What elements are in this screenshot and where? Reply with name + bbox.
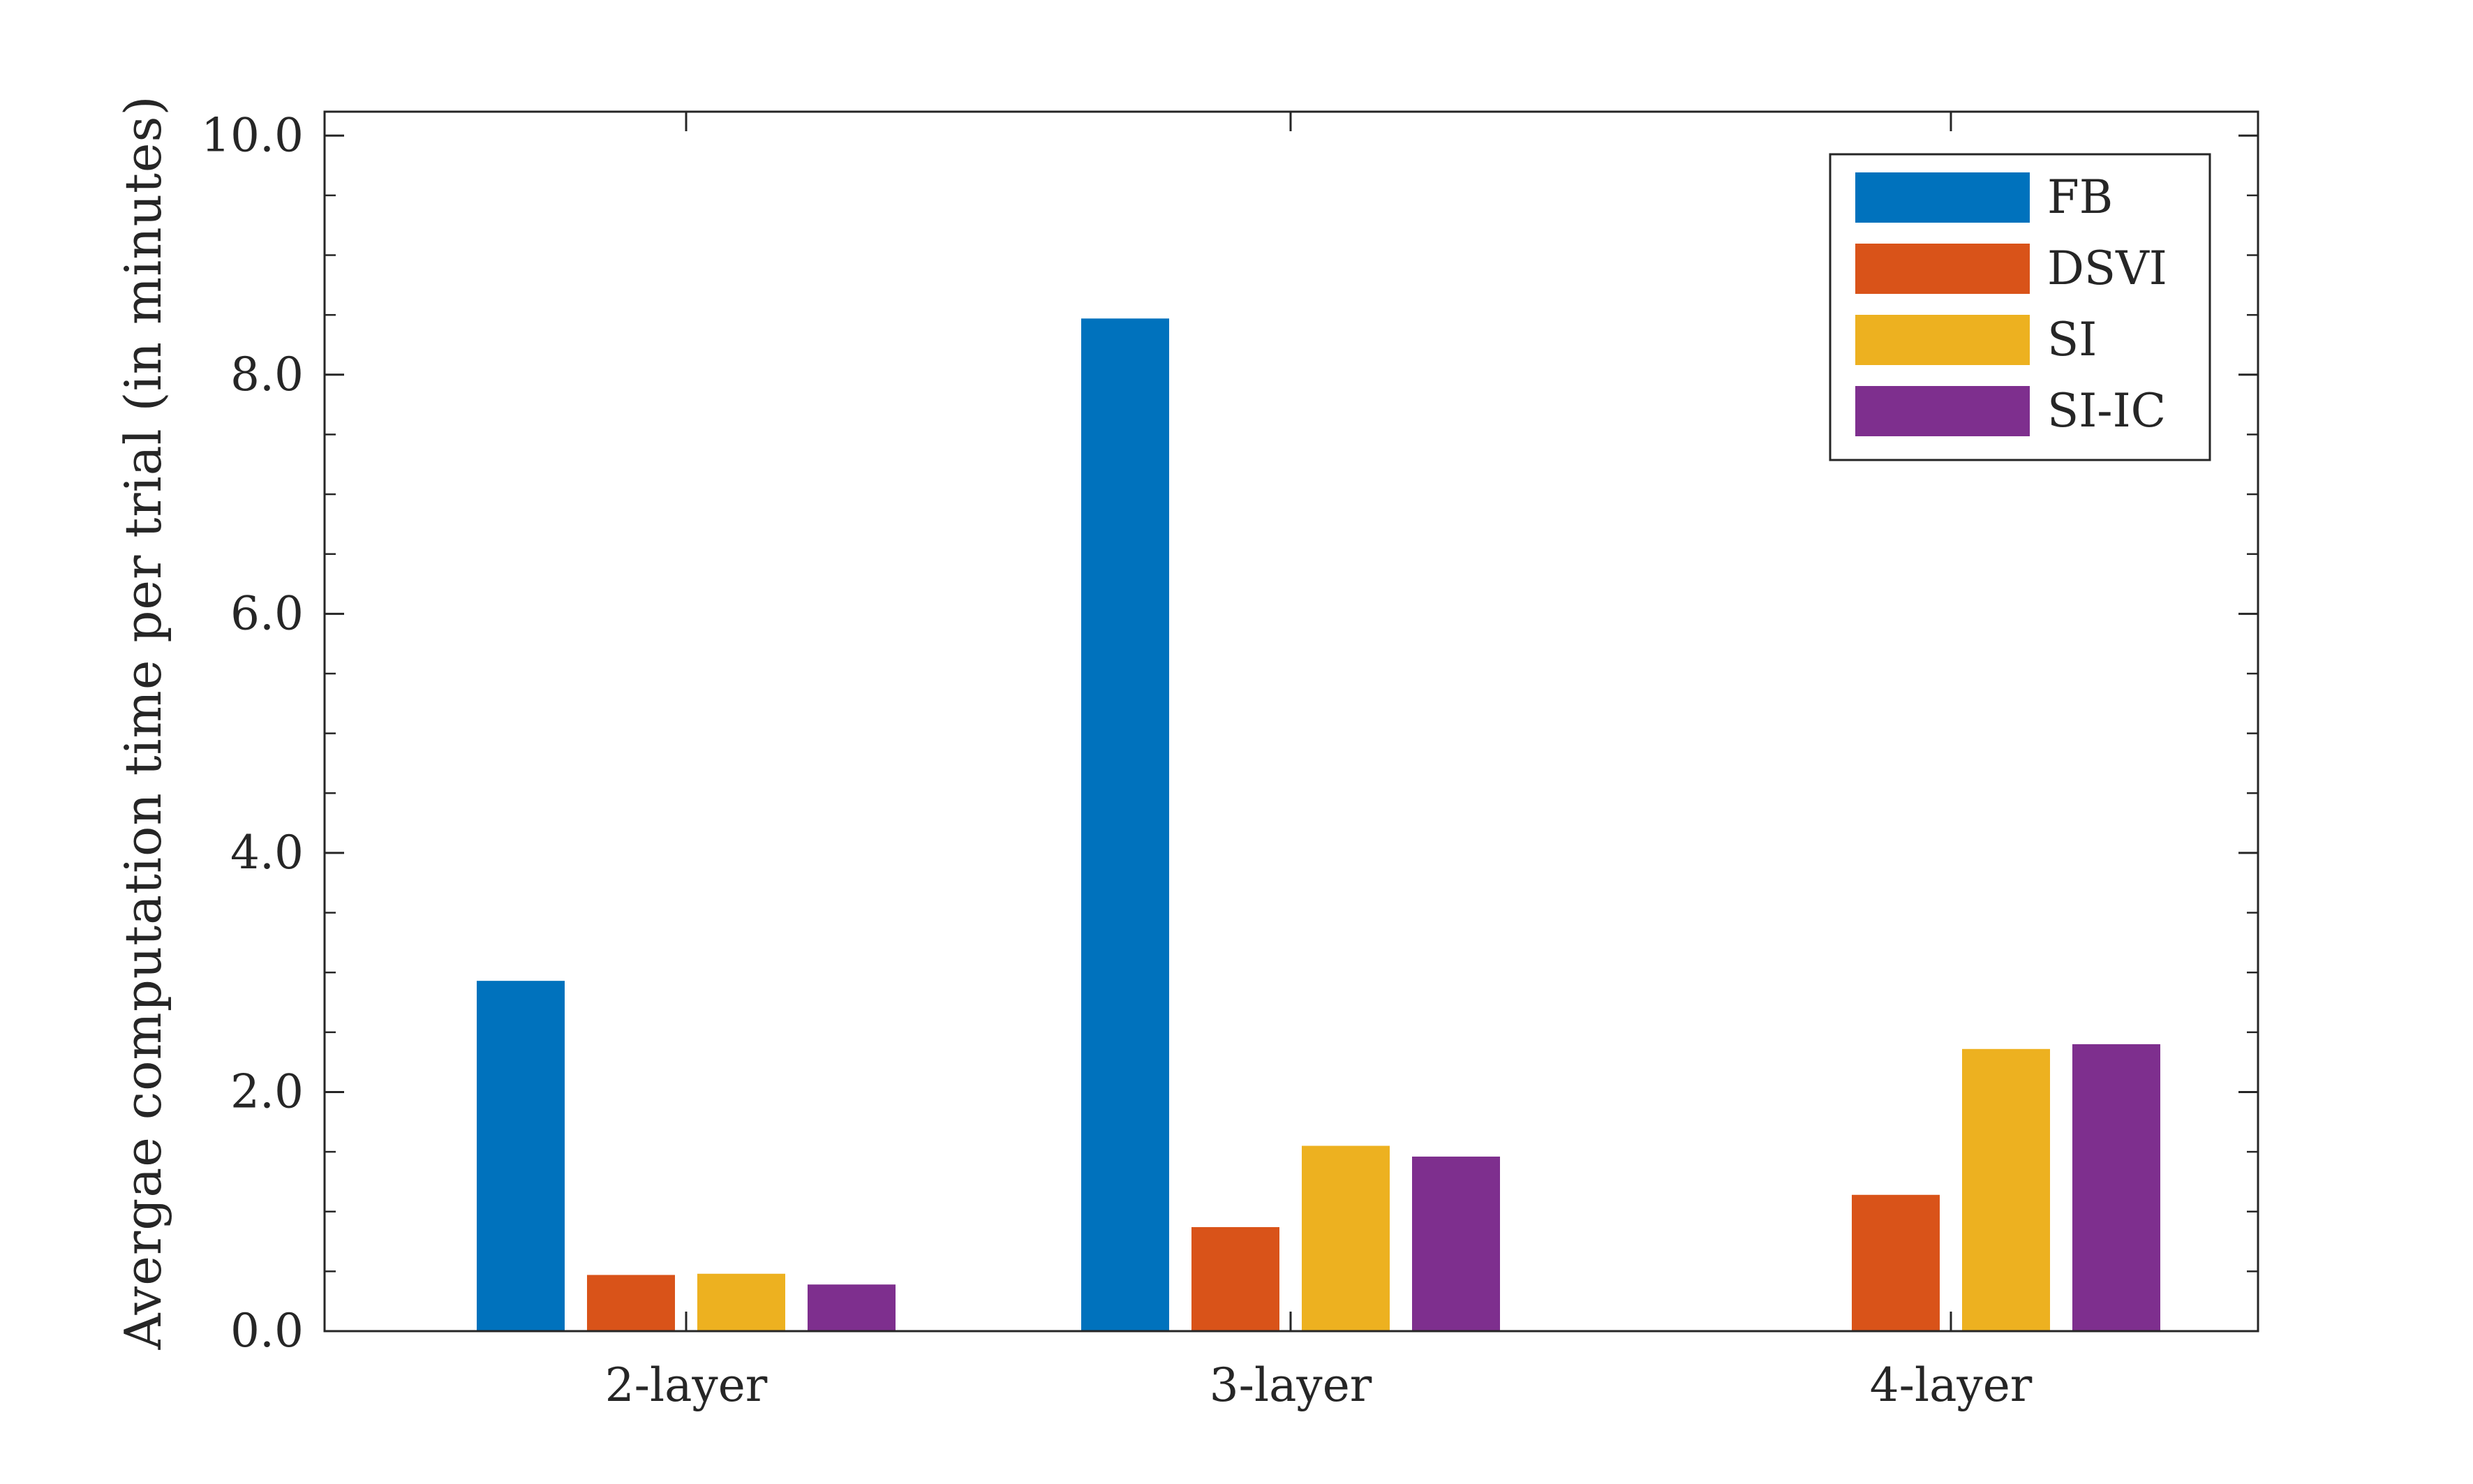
x-tick-labels: 2-layer 3-layer 4-layer	[605, 1358, 2033, 1412]
y-tick-label: 4.0	[230, 826, 304, 880]
bar-si-ic-2-layer	[808, 1284, 896, 1331]
y-tick-label: 6.0	[230, 586, 304, 640]
legend-label-si: SI	[2047, 313, 2097, 366]
minor-ticks	[325, 194, 2258, 1272]
y-tick-labels: 0.0 2.0 4.0 6.0 8.0 10.0	[201, 108, 304, 1358]
legend-swatch-dsvi	[1855, 244, 2030, 294]
x-tick-label: 3-layer	[1210, 1358, 1372, 1412]
legend-swatch-si-ic	[1855, 386, 2030, 436]
bar-si-3-layer	[1302, 1145, 1390, 1331]
bar-si-ic-3-layer	[1412, 1156, 1500, 1331]
y-tick-label: 2.0	[230, 1064, 304, 1118]
bar-fb-3-layer	[1081, 318, 1169, 1331]
legend-swatch-fb	[1855, 172, 2030, 223]
x-tick-label: 4-layer	[1870, 1358, 2033, 1412]
bar-si-2-layer	[697, 1273, 785, 1331]
y-axis-title: Avergae computation time per trial (in m…	[114, 95, 172, 1350]
plot-frame	[323, 110, 2259, 1333]
legend-label-fb: FB	[2047, 170, 2113, 224]
y-tick-label: 8.0	[230, 348, 304, 401]
legend-label-si-ic: SI-IC	[2047, 384, 2166, 438]
bar-fb-2-layer	[477, 981, 565, 1331]
bar-dsvi-4-layer	[1852, 1194, 1940, 1331]
bar-si-4-layer	[1962, 1048, 2050, 1331]
x-tick-label: 2-layer	[605, 1358, 768, 1412]
bars	[477, 318, 2160, 1331]
y-tick-label: 10.0	[201, 108, 304, 162]
y-tick-label: 0.0	[230, 1304, 304, 1358]
legend: FB DSVI SI SI-IC	[1829, 153, 2211, 461]
bar-si-ic-4-layer	[2072, 1044, 2160, 1331]
bar-dsvi-2-layer	[587, 1275, 675, 1331]
legend-swatch-si	[1855, 315, 2030, 365]
legend-label-dsvi: DSVI	[2047, 242, 2167, 295]
bar-dsvi-3-layer	[1191, 1226, 1279, 1331]
